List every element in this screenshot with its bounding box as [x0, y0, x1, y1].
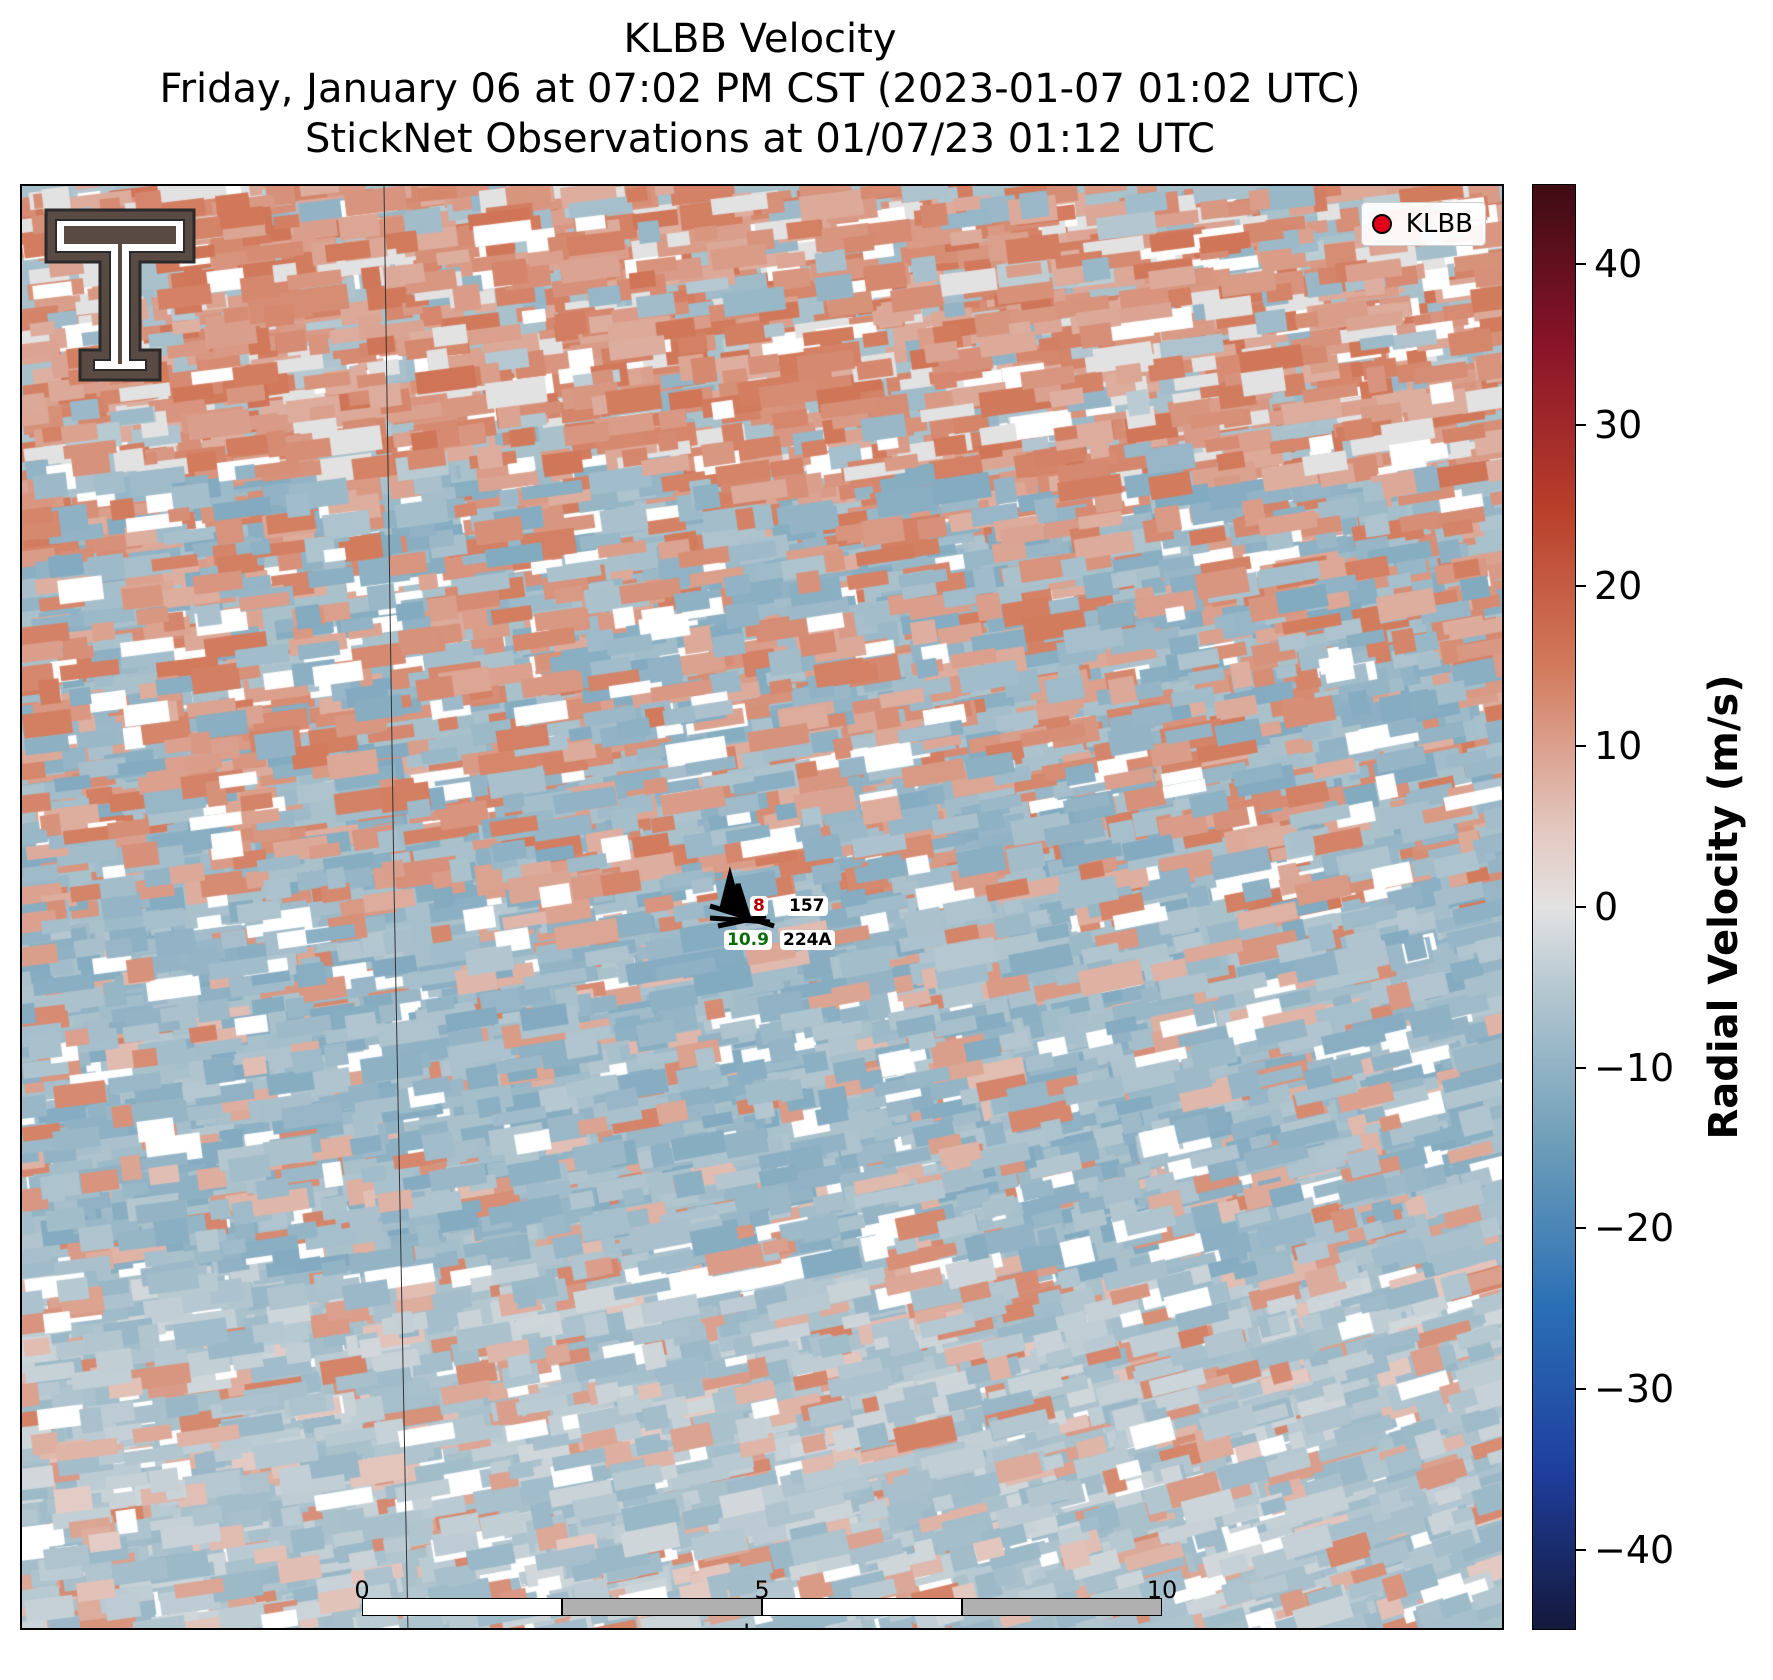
chart-subtitle-observations: StickNet Observations at 01/07/23 01:12 … [305, 116, 1215, 162]
scale-tick: 0 [354, 1576, 370, 1604]
chart-title: KLBB Velocity [623, 16, 897, 62]
colorbar-label: Radial Velocity (m/s) [1701, 674, 1747, 1140]
colorbar-tick-label: 0 [1594, 885, 1619, 929]
station-value: 10.9 [724, 930, 772, 950]
colorbar-tick-label: 30 [1594, 403, 1643, 447]
colorbar-tick-mark [1576, 1548, 1586, 1551]
colorbar-tick-label: −20 [1594, 1206, 1675, 1251]
colorbar-tick-mark [1576, 263, 1586, 266]
colorbar [1532, 184, 1576, 1630]
map-legend: KLBB [1360, 202, 1486, 246]
colorbar-tick-mark [1576, 424, 1586, 426]
colorbar-tick-mark [1576, 1066, 1586, 1069]
scale-tick: 10 [1146, 1576, 1178, 1604]
scale-unit: km [743, 1620, 780, 1628]
colorbar-tick-label: −40 [1594, 1527, 1675, 1572]
scale-tick: 5 [754, 1576, 770, 1604]
wind-barbs [709, 866, 775, 929]
radar-map[interactable]: KLBB 8 157 10.9 224A 0 5 10 km [20, 184, 1504, 1630]
county-boundary-line [383, 186, 409, 1628]
colorbar-tick-label: 10 [1594, 724, 1643, 769]
wind-barb-icon [709, 866, 775, 929]
colorbar-tick-mark [1576, 745, 1586, 748]
colorbar-tick-label: −10 [1594, 1045, 1675, 1090]
chart-subtitle-time: Friday, January 06 at 07:02 PM CST (2023… [159, 66, 1361, 112]
colorbar-tick-mark [1576, 584, 1586, 587]
station-id[interactable]: 157 [786, 896, 828, 916]
colorbar-tick-label: 20 [1594, 563, 1643, 608]
colorbar-tick-label: 40 [1594, 242, 1643, 287]
texas-tech-logo-icon [44, 208, 196, 382]
colorbar-tick-mark [1576, 906, 1586, 908]
colorbar-tick-mark [1576, 1388, 1586, 1390]
colorbar-tick-label: −30 [1594, 1367, 1675, 1411]
colorbar-tick-mark [1576, 1227, 1586, 1230]
scale-bar: 0 5 10 km [354, 1572, 1177, 1628]
station-value: 8 [750, 896, 768, 916]
station-id[interactable]: 224A [780, 930, 835, 950]
radar-site-marker-icon [1371, 214, 1392, 234]
legend-label: KLBB [1405, 209, 1473, 239]
colorbar-gradient [1532, 184, 1576, 1630]
